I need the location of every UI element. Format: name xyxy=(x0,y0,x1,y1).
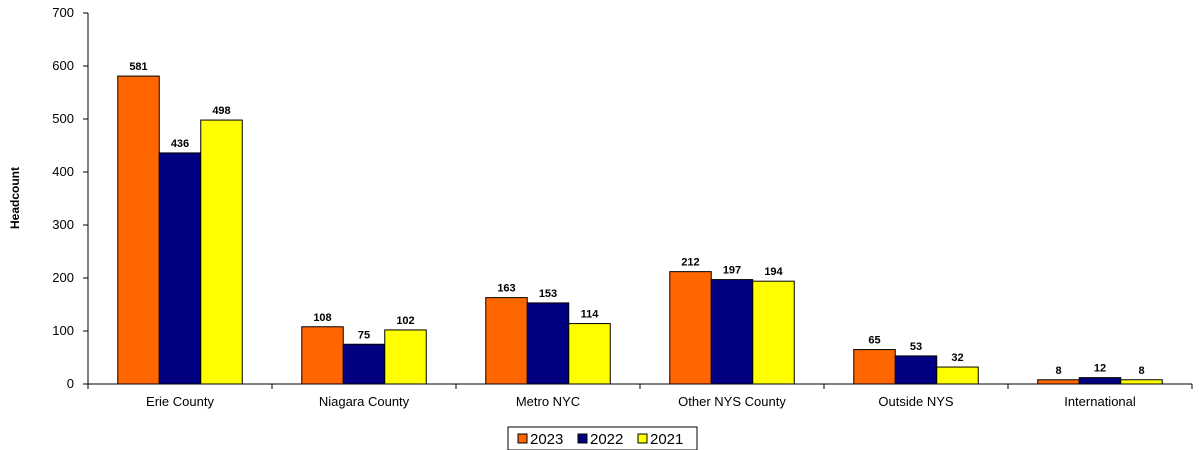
legend-swatch-2023 xyxy=(517,433,528,444)
bar-2023 xyxy=(485,297,528,385)
legend-swatch-2021 xyxy=(637,433,648,444)
data-label: 12 xyxy=(1094,363,1106,375)
data-label: 102 xyxy=(396,315,414,327)
data-label: 114 xyxy=(581,309,600,321)
y-tick-label: 300 xyxy=(52,217,74,232)
y-tick-label: 600 xyxy=(52,58,74,73)
bar-2023 xyxy=(669,271,712,385)
y-tick-label: 100 xyxy=(52,323,74,338)
legend-label-2021: 2021 xyxy=(650,431,683,448)
category-label: Other NYS County xyxy=(678,394,786,409)
bar-2021 xyxy=(200,119,243,385)
data-label: 108 xyxy=(313,312,331,324)
y-tick-label: 400 xyxy=(52,164,74,179)
category-label: Metro NYC xyxy=(516,394,580,409)
y-tick-label: 500 xyxy=(52,111,74,126)
data-label: 65 xyxy=(868,335,880,347)
data-label: 8 xyxy=(1055,365,1061,377)
data-label: 153 xyxy=(539,288,557,300)
data-label: 197 xyxy=(723,265,741,277)
bar-2021 xyxy=(752,280,795,385)
data-label: 75 xyxy=(358,329,370,341)
x-axis-ticks: Erie County Niagara County Metro NYC Other … xyxy=(87,384,1193,409)
category-label: Outside NYS xyxy=(878,394,953,409)
bar-2023 xyxy=(853,349,896,385)
bar-2022 xyxy=(1078,377,1122,385)
data-label: 581 xyxy=(129,61,147,73)
data-labels: 581 436 498 108 75 102 163 153 114 212 197 194 65 53 3… xyxy=(129,61,1144,377)
bar-2021 xyxy=(384,329,427,385)
legend-label-2023: 2023 xyxy=(530,431,563,448)
legend-label-2022: 2022 xyxy=(590,431,623,448)
bar-2023 xyxy=(301,326,344,385)
category-label: Erie County xyxy=(146,394,214,409)
legend: 2023 2022 2021 xyxy=(507,426,698,450)
bar-2023 xyxy=(1037,379,1080,385)
data-label: 498 xyxy=(212,105,230,117)
bar-2022 xyxy=(342,343,386,385)
legend-swatch-2022 xyxy=(577,433,588,444)
y-axis-label: Headcount xyxy=(8,167,22,229)
legend-box xyxy=(507,426,698,450)
data-label: 53 xyxy=(910,341,922,353)
y-tick-label: 200 xyxy=(52,270,74,285)
data-label: 436 xyxy=(171,138,189,150)
y-tick-label: 0 xyxy=(67,376,74,391)
y-axis-ticks: 0 100 200 300 400 500 600 700 xyxy=(52,5,88,391)
bar-2021 xyxy=(568,323,611,385)
data-label: 32 xyxy=(951,352,963,364)
category-label: Niagara County xyxy=(319,394,410,409)
bar-2021 xyxy=(1120,379,1163,385)
bar-2022 xyxy=(894,355,938,385)
bars xyxy=(117,75,1163,385)
data-label: 8 xyxy=(1138,365,1144,377)
data-label: 212 xyxy=(681,257,699,269)
data-label: 194 xyxy=(764,266,783,278)
category-label: International xyxy=(1064,394,1136,409)
bar-2022 xyxy=(526,302,570,385)
bar-2023 xyxy=(117,75,160,385)
bar-2021 xyxy=(936,366,979,385)
data-label: 163 xyxy=(497,283,515,295)
y-tick-label: 700 xyxy=(52,5,74,20)
bar-2022 xyxy=(710,279,754,385)
bar-2022 xyxy=(158,152,202,385)
